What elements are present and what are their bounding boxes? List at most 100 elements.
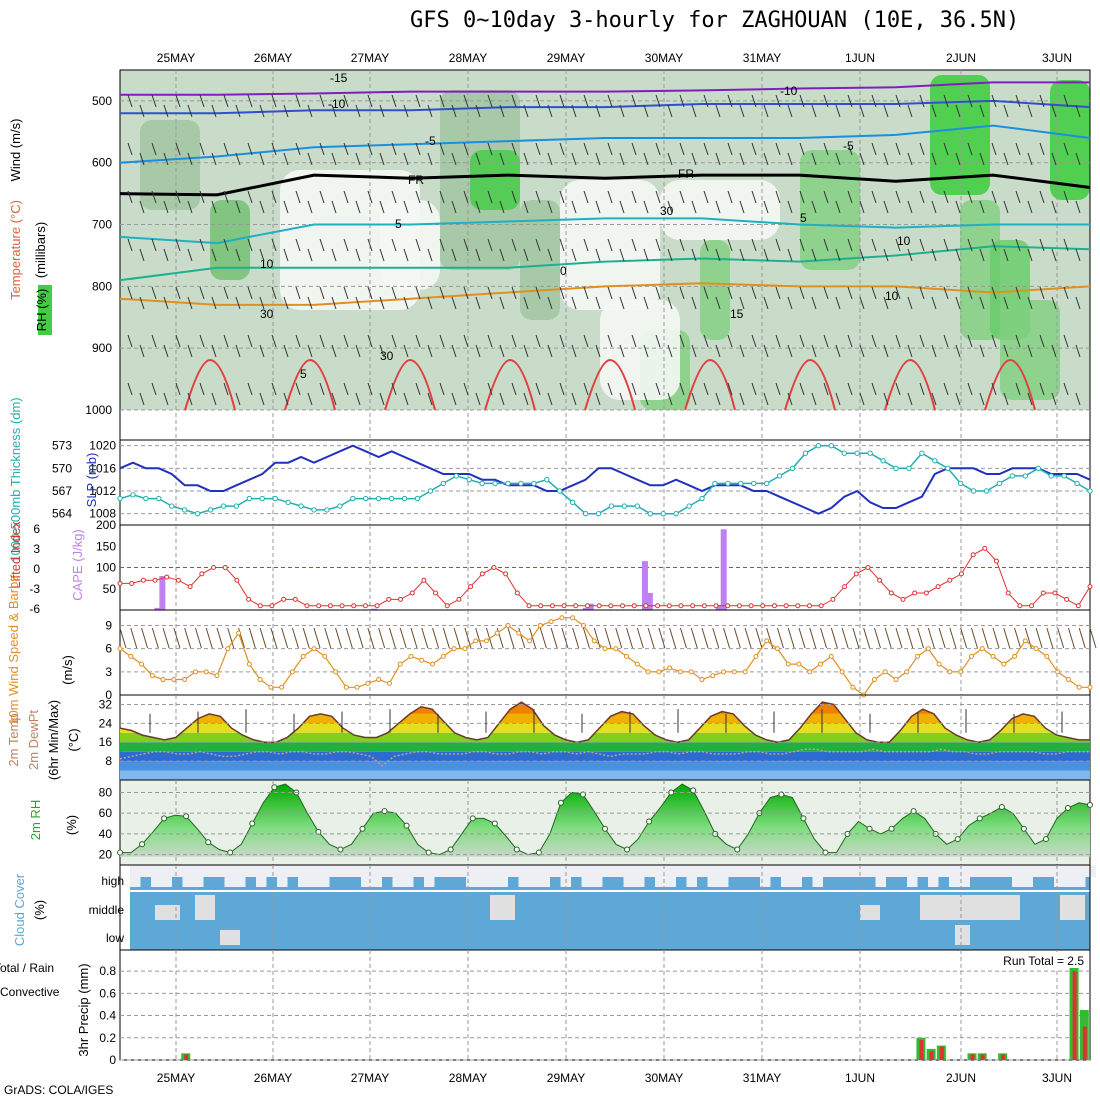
high-cloud-gap <box>613 865 624 877</box>
cape-bar <box>154 607 161 610</box>
contour-label: -10 <box>328 97 346 111</box>
lifted-index-point <box>1075 603 1081 609</box>
wind-barb <box>931 392 937 406</box>
wind-barb <box>432 627 440 649</box>
wind-barb <box>355 104 361 118</box>
wind-barb <box>727 190 733 204</box>
wind-barb <box>967 94 973 108</box>
wind-ylabel: Wind (m/s) <box>8 119 23 182</box>
wind-barb <box>1057 627 1065 649</box>
wind-barb <box>1063 238 1069 252</box>
wind-barb <box>955 344 961 358</box>
date-tick-label-bottom: 27MAY <box>351 1071 389 1085</box>
wind-barb <box>763 248 769 262</box>
wind-barb <box>355 248 361 262</box>
wind-barb <box>391 190 397 204</box>
temp-band <box>120 723 1090 733</box>
wind-barb <box>378 627 386 649</box>
precip-tick-label: 0.4 <box>99 1009 116 1023</box>
wind-barb <box>775 286 781 300</box>
wind-tick-label: 0 <box>105 688 112 702</box>
date-tick-label-top: 1JUN <box>845 51 875 65</box>
wind-speed-point <box>785 661 791 667</box>
wind-barb <box>247 142 253 156</box>
wind-barb <box>259 392 265 406</box>
warm-isotherm-line <box>684 358 736 411</box>
wind-barb <box>955 104 961 118</box>
wind-barb <box>547 104 553 118</box>
wind-barb <box>1051 248 1057 262</box>
wind-barb <box>550 627 558 649</box>
high-cloud-gap <box>602 865 613 877</box>
rh-point <box>646 818 653 825</box>
wind-speed-point <box>386 680 392 686</box>
wind-barb <box>139 344 145 358</box>
wind-barb <box>223 94 229 108</box>
wind-barb <box>619 104 625 118</box>
temp-band <box>120 751 1090 762</box>
wind-barb <box>511 142 517 156</box>
wind-barb <box>859 392 865 406</box>
wind-barb <box>787 296 793 310</box>
lifted-index-point <box>982 545 988 551</box>
wind-barb <box>631 334 637 348</box>
wind-barb <box>847 190 853 204</box>
thickness-point <box>660 510 666 517</box>
high-cloud-gap <box>697 865 708 877</box>
wind-barb <box>319 334 325 348</box>
wind-barb <box>151 94 157 108</box>
high-cloud-gap <box>130 865 141 887</box>
wind-speed-point <box>699 677 705 683</box>
high-cloud-gap <box>833 865 844 877</box>
wind-barb <box>755 627 763 649</box>
low-mid-cloud-gap <box>920 895 1020 920</box>
thickness-slp-panel <box>119 439 1091 526</box>
wind-barb <box>343 286 349 300</box>
rh-tick-label: 40 <box>99 827 113 841</box>
high-cloud-gap <box>319 865 330 887</box>
wind-barb <box>991 238 997 252</box>
high-cloud-gap <box>886 865 897 877</box>
wind-barb <box>235 296 241 310</box>
high-cloud-gap <box>823 865 834 877</box>
wind-barb <box>751 286 757 300</box>
wind-barb <box>619 200 625 214</box>
low-mid-cloud-gap <box>155 905 180 920</box>
lifted-index-point <box>503 571 509 577</box>
wind-barb <box>703 334 709 348</box>
wind-barb <box>295 94 301 108</box>
slp-tick-label: 1008 <box>89 507 116 521</box>
wind-barb <box>1063 382 1069 396</box>
wind-speed-point <box>1055 669 1061 675</box>
high-cloud-gap <box>182 865 193 887</box>
thickness-point <box>311 507 317 513</box>
wind-barb <box>439 286 445 300</box>
wind-barb <box>307 296 313 310</box>
wind-panel-ylabel: 10m Wind Speed & Barbs <box>6 575 21 725</box>
wind-barb <box>604 627 612 649</box>
thickness-point <box>401 495 408 502</box>
wind-speed-point <box>721 669 727 675</box>
cloud-unit-ylabel: (%) <box>32 900 47 920</box>
wind-barb <box>727 94 733 108</box>
wind-barb <box>248 627 256 649</box>
wind-barb <box>499 104 505 118</box>
thickness-point <box>117 495 123 502</box>
wind-barb <box>403 344 409 358</box>
wind-barb <box>595 344 601 358</box>
wind-barb <box>919 382 925 396</box>
wind-speed-point <box>882 669 888 675</box>
wind-barb <box>259 627 267 649</box>
lifted-index-point <box>479 571 485 577</box>
wind-barb <box>1063 94 1069 108</box>
wind-speed-point <box>645 669 651 675</box>
temp-band <box>120 704 1090 714</box>
wind-barb <box>475 200 481 214</box>
wind-speed-point <box>710 673 716 679</box>
wind-speed-point <box>182 677 188 683</box>
temp-tick-label: 16 <box>99 735 113 749</box>
rh-tick-label: 80 <box>99 785 113 799</box>
wind-barb <box>955 296 961 310</box>
wind-barb <box>151 190 157 204</box>
wind-barb <box>871 238 877 252</box>
